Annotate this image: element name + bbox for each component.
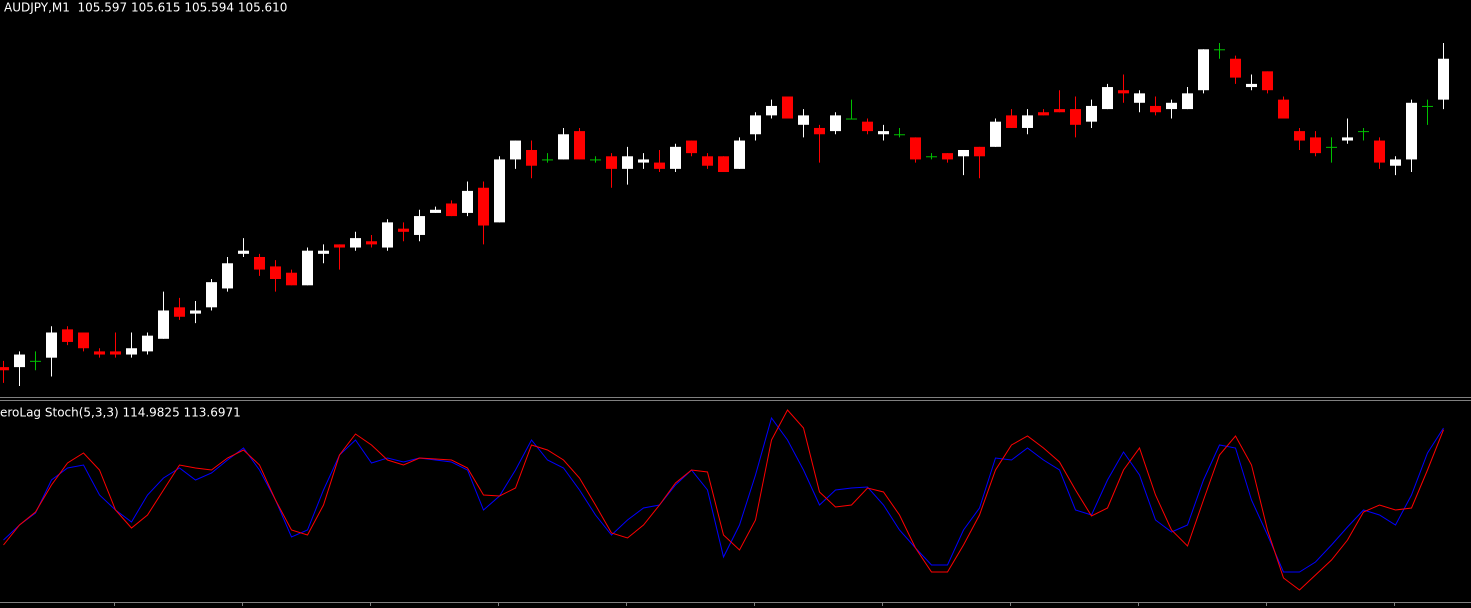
- candle-body: [430, 209, 441, 213]
- candle-body: [382, 222, 393, 248]
- candle-body: [1390, 159, 1401, 166]
- candle-body: [1262, 71, 1273, 91]
- candle-body: [94, 351, 105, 355]
- candle-body: [478, 187, 489, 226]
- candle-body: [526, 149, 537, 166]
- candle-body: [862, 121, 873, 132]
- price-header: AUDJPY,M1 105.597 105.615 105.594 105.61…: [4, 1, 287, 15]
- candle-body: [1022, 115, 1033, 128]
- candle-body: [158, 310, 169, 339]
- candle-body: [798, 115, 809, 125]
- indicator-line: [3, 409, 1444, 591]
- candle-body: [1198, 49, 1209, 91]
- candle-body: [1230, 58, 1241, 78]
- candle-body: [830, 115, 841, 132]
- candle-body: [814, 127, 825, 135]
- candle-body: [670, 146, 681, 169]
- candle-body: [286, 272, 297, 286]
- candle-body: [366, 241, 377, 245]
- candle-body: [1070, 109, 1081, 125]
- candle-body: [510, 140, 521, 160]
- candle-body: [222, 263, 233, 289]
- candle-body: [414, 216, 425, 235]
- candle-body: [1054, 109, 1065, 113]
- candle-body: [494, 159, 505, 223]
- candle-body: [1374, 140, 1385, 163]
- candle-body: [78, 332, 89, 349]
- candle-body: [1166, 102, 1177, 110]
- candle-body: [1342, 137, 1353, 141]
- candle-body: [1438, 58, 1449, 100]
- candle-body: [974, 146, 985, 157]
- candle-body: [190, 310, 201, 314]
- candle-body: [1134, 93, 1145, 103]
- candle-body: [206, 282, 217, 308]
- candle-body: [1294, 131, 1305, 141]
- indicator-line: [3, 416, 1444, 573]
- candle-body: [398, 228, 409, 232]
- candle-body: [334, 244, 345, 248]
- candle-body: [174, 307, 185, 317]
- candle-body: [638, 159, 649, 163]
- candle-body: [446, 203, 457, 217]
- candle-body: [718, 156, 729, 173]
- candle-body: [1150, 105, 1161, 113]
- candle-body: [1310, 137, 1321, 154]
- candle-body: [910, 137, 921, 160]
- candle-body: [14, 354, 25, 368]
- candle-body: [1038, 112, 1049, 116]
- candle-body: [878, 131, 889, 135]
- candle-body: [558, 134, 569, 160]
- candle-body: [942, 153, 953, 160]
- indicator-label: eroLag Stoch(5,3,3) 114.9825 113.6971: [0, 406, 241, 420]
- candle-body: [46, 332, 57, 358]
- candle-body: [142, 335, 153, 352]
- candle-body: [0, 367, 9, 371]
- candle-body: [254, 256, 265, 270]
- candle-body: [1278, 99, 1289, 119]
- candle-body: [1086, 105, 1097, 122]
- candle-body: [1118, 90, 1129, 94]
- candle-body: [766, 105, 777, 116]
- candle-body: [686, 140, 697, 154]
- candle-body: [606, 156, 617, 169]
- candle-body: [62, 329, 73, 342]
- candle-body: [1102, 87, 1113, 110]
- candle-body: [574, 131, 585, 160]
- candle-body: [990, 121, 1001, 147]
- candle-body: [750, 115, 761, 135]
- candle-body: [702, 156, 713, 166]
- candle-body: [958, 149, 969, 157]
- candle-body: [1406, 102, 1417, 160]
- candle-body: [238, 250, 249, 254]
- candle-body: [622, 156, 633, 169]
- candle-body: [1182, 93, 1193, 110]
- candle-body: [782, 96, 793, 119]
- candle-body: [302, 250, 313, 286]
- candle-body: [318, 250, 329, 254]
- candle-body: [350, 238, 361, 248]
- candle-body: [462, 190, 473, 213]
- candle-body: [110, 351, 121, 355]
- candle-body: [1006, 115, 1017, 128]
- candle-body: [270, 266, 281, 280]
- candle-body: [126, 348, 137, 355]
- candle-body: [734, 140, 745, 169]
- candle-body: [1246, 83, 1257, 88]
- candle-body: [654, 162, 665, 169]
